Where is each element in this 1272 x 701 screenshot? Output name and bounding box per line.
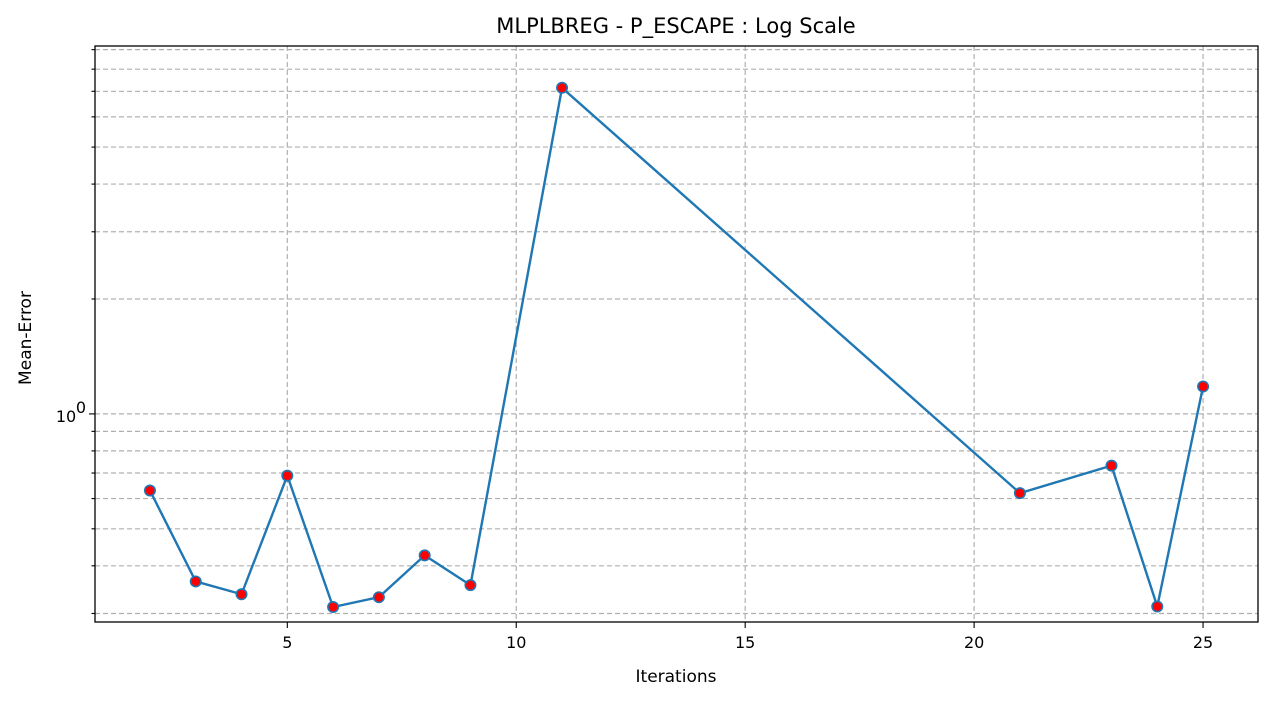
data-point — [1197, 380, 1210, 393]
data-point — [418, 549, 431, 562]
x-tick-label: 25 — [1193, 633, 1213, 652]
marker-layer — [143, 81, 1210, 613]
data-point — [235, 588, 248, 601]
y-tick-label-exponent: 0 — [76, 398, 86, 417]
y-axis-ticks: 10 0 — [56, 49, 95, 615]
chart-title: MLPLBREG - P_ESCAPE : Log Scale — [496, 14, 855, 39]
x-tick-label: 5 — [282, 633, 292, 652]
data-point — [1105, 459, 1118, 472]
x-tick-label: 10 — [506, 633, 526, 652]
x-tick-label: 20 — [964, 633, 984, 652]
grid-layer — [95, 46, 1258, 622]
data-point — [1013, 487, 1026, 500]
data-point — [143, 484, 156, 497]
data-point — [281, 469, 294, 482]
data-point — [556, 81, 569, 94]
x-tick-label: 15 — [735, 633, 755, 652]
data-point — [464, 579, 477, 592]
data-point — [372, 591, 385, 604]
data-point — [1151, 600, 1164, 613]
data-point — [189, 575, 202, 588]
plot-frame — [94, 45, 1259, 623]
y-tick-label: 10 — [56, 407, 76, 426]
x-axis-label: Iterations — [636, 667, 717, 687]
y-axis-label: Mean-Error — [16, 291, 36, 385]
x-axis-ticks: 5 10 15 20 25 — [282, 622, 1213, 652]
data-point — [327, 600, 340, 613]
